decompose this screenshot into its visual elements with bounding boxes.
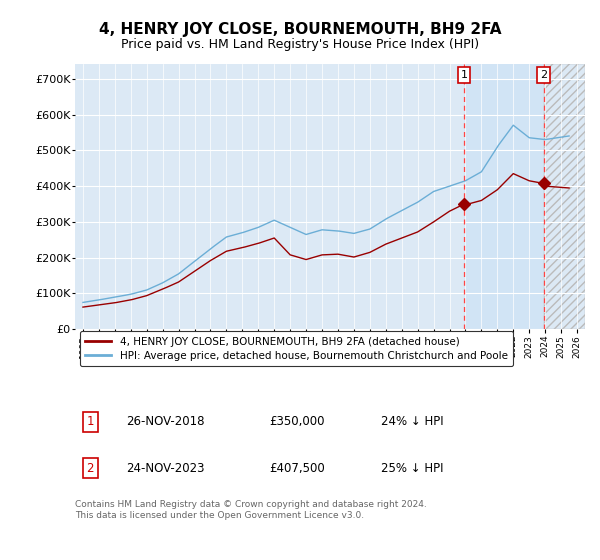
Text: £350,000: £350,000 [269, 415, 325, 428]
Bar [464, 64, 544, 329]
Text: 24-NOV-2023: 24-NOV-2023 [126, 461, 205, 475]
Text: 26-NOV-2018: 26-NOV-2018 [126, 415, 205, 428]
Bar [544, 64, 585, 329]
Text: Contains HM Land Registry data © Crown copyright and database right 2024.
This d: Contains HM Land Registry data © Crown c… [75, 500, 427, 520]
Text: 4, HENRY JOY CLOSE, BOURNEMOUTH, BH9 2FA: 4, HENRY JOY CLOSE, BOURNEMOUTH, BH9 2FA [99, 22, 501, 38]
Text: 24% ↓ HPI: 24% ↓ HPI [381, 415, 443, 428]
Text: 25% ↓ HPI: 25% ↓ HPI [381, 461, 443, 475]
Text: £407,500: £407,500 [269, 461, 325, 475]
Text: 1: 1 [460, 70, 467, 80]
Text: 2: 2 [86, 461, 94, 475]
Text: 1: 1 [86, 415, 94, 428]
Text: Price paid vs. HM Land Registry's House Price Index (HPI): Price paid vs. HM Land Registry's House … [121, 38, 479, 50]
Text: 2: 2 [540, 70, 547, 80]
Legend: 4, HENRY JOY CLOSE, BOURNEMOUTH, BH9 2FA (detached house), HPI: Average price, d: 4, HENRY JOY CLOSE, BOURNEMOUTH, BH9 2FA… [80, 332, 513, 366]
